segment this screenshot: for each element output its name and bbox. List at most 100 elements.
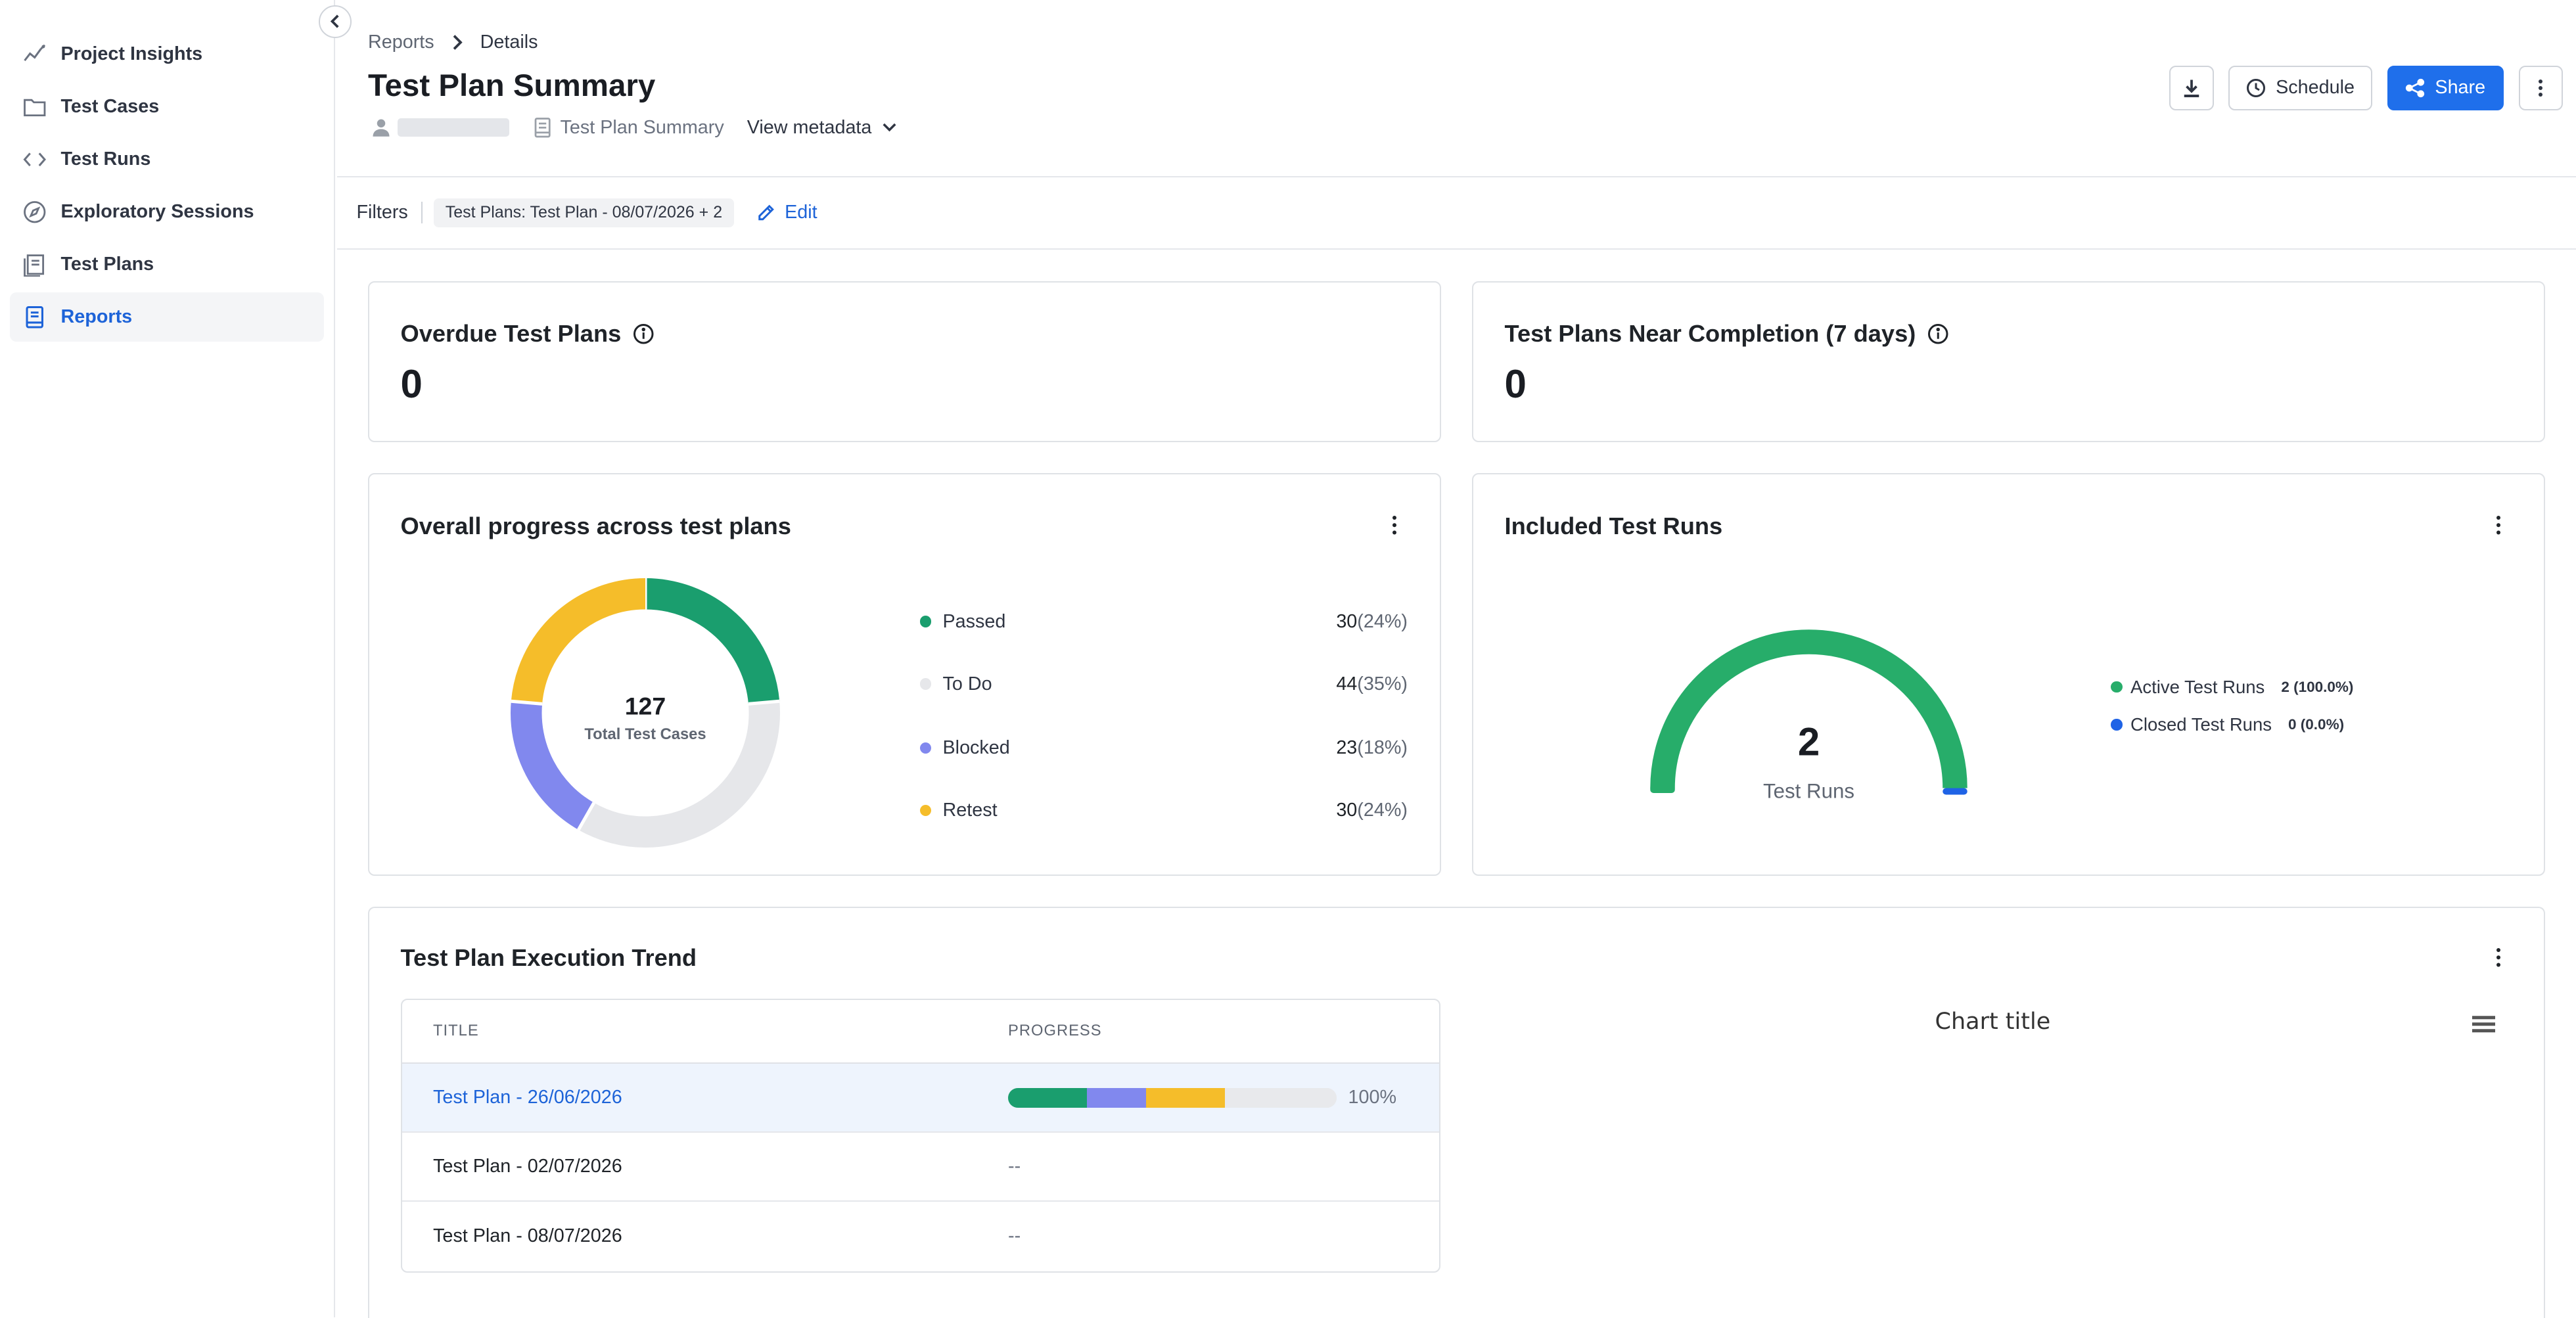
overdue-test-plans-card: Overdue Test Plans 0 (368, 281, 1441, 442)
info-icon[interactable] (633, 323, 655, 345)
legend-item-todo: To Do 44(35%) (919, 673, 1408, 695)
overdue-count: 0 (400, 361, 423, 406)
overall-progress-card: Overall progress across test plans 127 T… (368, 473, 1441, 876)
kebab-icon (1392, 516, 1396, 535)
column-header-title[interactable]: TITLE (433, 1022, 479, 1040)
pencil-icon (757, 204, 775, 222)
share-label: Share (2435, 77, 2486, 99)
card-menu-button[interactable] (2487, 514, 2510, 537)
donut-slice-separator (748, 699, 780, 706)
filter-chip[interactable]: Test Plans: Test Plan - 08/07/2026 + 2 (434, 198, 734, 227)
donut-slice-passed[interactable] (645, 578, 780, 704)
progress-segment (1225, 1087, 1337, 1108)
row-progress: 100% (1008, 1087, 1439, 1108)
chart-line-icon (22, 41, 48, 68)
card-title: Overall progress across test plans (400, 512, 791, 539)
sidebar-item-test-cases[interactable]: Test Cases (10, 82, 324, 131)
donut-total: 127 (625, 692, 666, 719)
legend-value: 30(24%) (1336, 611, 1408, 633)
progress-bar (1008, 1087, 1337, 1108)
view-metadata-toggle[interactable]: View metadata (747, 117, 898, 139)
sidebar-item-exploratory-sessions[interactable]: Exploratory Sessions (10, 187, 324, 237)
overdue-title-text: Overdue Test Plans (400, 320, 622, 347)
legend-pct: (35%) (1357, 673, 1408, 694)
card-menu-button[interactable] (1383, 514, 1406, 537)
legend-value: 44(35%) (1336, 673, 1408, 695)
sidebar-item-label: Reports (60, 306, 133, 327)
gauge-arc-active-test-runs[interactable] (1649, 629, 1967, 788)
legend-dot (919, 616, 931, 627)
progress-segment (1008, 1087, 1087, 1108)
download-icon (2184, 80, 2199, 97)
sidebar-item-label: Test Plans (60, 254, 154, 275)
share-icon (2405, 78, 2425, 98)
schedule-button[interactable]: Schedule (2228, 66, 2372, 110)
near-completion-card: Test Plans Near Completion (7 days) 0 (1472, 281, 2545, 442)
owner-name-placeholder (398, 118, 509, 137)
donut-slice-separator (577, 801, 595, 830)
kebab-icon (2496, 516, 2500, 535)
legend-label: Passed (942, 610, 1006, 632)
near-completion-count: 0 (1504, 361, 1527, 406)
collapse-sidebar-button[interactable] (319, 5, 352, 38)
sidebar-item-test-plans[interactable]: Test Plans (10, 240, 324, 289)
legend-dot (919, 804, 931, 817)
schedule-label: Schedule (2276, 77, 2355, 99)
edit-filters-button[interactable]: Edit (757, 202, 817, 223)
donut-slice-blocked[interactable] (511, 700, 595, 830)
legend-value: 2 (100.0%) (2281, 678, 2354, 695)
edit-filters-label: Edit (785, 202, 817, 223)
sidebar-item-test-runs[interactable]: Test Runs (10, 135, 324, 184)
kebab-icon (2539, 79, 2543, 97)
main-content: Reports Details Test Plan Summary Test P… (336, 0, 2576, 1318)
table-row[interactable]: Test Plan - 08/07/2026 -- (402, 1202, 1440, 1271)
legend-item-blocked: Blocked 23(18%) (919, 737, 1408, 759)
view-metadata-label: View metadata (747, 116, 872, 138)
donut-total-label: Total Test Cases (584, 725, 706, 743)
table-row[interactable]: Test Plan - 02/07/2026 -- (402, 1133, 1439, 1202)
column-header-progress[interactable]: PROGRESS (1008, 1022, 1102, 1040)
test-runs-gauge-chart: 2 Test Runs (1649, 629, 1967, 803)
filters-label: Filters (357, 202, 423, 224)
card-menu-button[interactable] (2487, 946, 2510, 969)
legend-count: 23 (1336, 737, 1358, 758)
gauge-label: Test Runs (1763, 780, 1854, 803)
chevron-left-icon (330, 14, 339, 28)
chevron-down-icon (881, 121, 898, 134)
kebab-icon (2496, 947, 2500, 967)
breadcrumb-reports-link[interactable]: Reports (368, 31, 434, 53)
share-button[interactable]: Share (2387, 66, 2504, 110)
donut-slice-to-do[interactable] (578, 700, 780, 848)
more-actions-button[interactable] (2518, 66, 2563, 110)
legend-item-retest: Retest 30(24%) (919, 800, 1408, 821)
row-title: Test Plan - 08/07/2026 (433, 1225, 622, 1246)
sidebar: Project Insights Test Cases Test Runs Ex… (0, 0, 335, 1317)
sidebar-item-reports[interactable]: Reports (10, 292, 324, 342)
chart-menu-button[interactable] (2472, 1015, 2495, 1034)
gauge-cap-start (1649, 784, 1675, 793)
sidebar-item-label: Test Runs (60, 148, 151, 170)
card-title: Test Plans Near Completion (7 days) (1505, 320, 1949, 348)
donut-slice-retest[interactable] (511, 578, 646, 704)
row-progress: -- (1008, 1225, 1021, 1246)
header-actions: Schedule Share (2155, 66, 2563, 110)
legend-item-active-runs: Active Test Runs 2 (100.0%) (2111, 677, 2353, 698)
info-icon[interactable] (1927, 323, 1949, 345)
donut-slice-separator (511, 699, 543, 706)
row-title: Test Plan - 02/07/2026 (433, 1156, 622, 1177)
sidebar-item-project-insights[interactable]: Project Insights (10, 30, 324, 79)
legend-pct: (18%) (1357, 737, 1408, 758)
table-row[interactable]: Test Plan - 26/06/2026 100% (402, 1064, 1439, 1133)
code-icon (22, 147, 48, 173)
row-title-link[interactable]: Test Plan - 26/06/2026 (433, 1087, 622, 1108)
breadcrumb: Reports Details (368, 32, 538, 53)
gauge-value: 2 (1797, 720, 1819, 764)
progress-donut-chart: 127 Total Test Cases (511, 578, 780, 848)
legend-label: Retest (942, 800, 998, 821)
chevron-right-icon (451, 34, 464, 51)
legend-dot (2111, 681, 2123, 693)
download-button[interactable] (2169, 66, 2214, 110)
folder-icon (22, 94, 48, 120)
card-title: Test Plan Execution Trend (400, 944, 697, 971)
